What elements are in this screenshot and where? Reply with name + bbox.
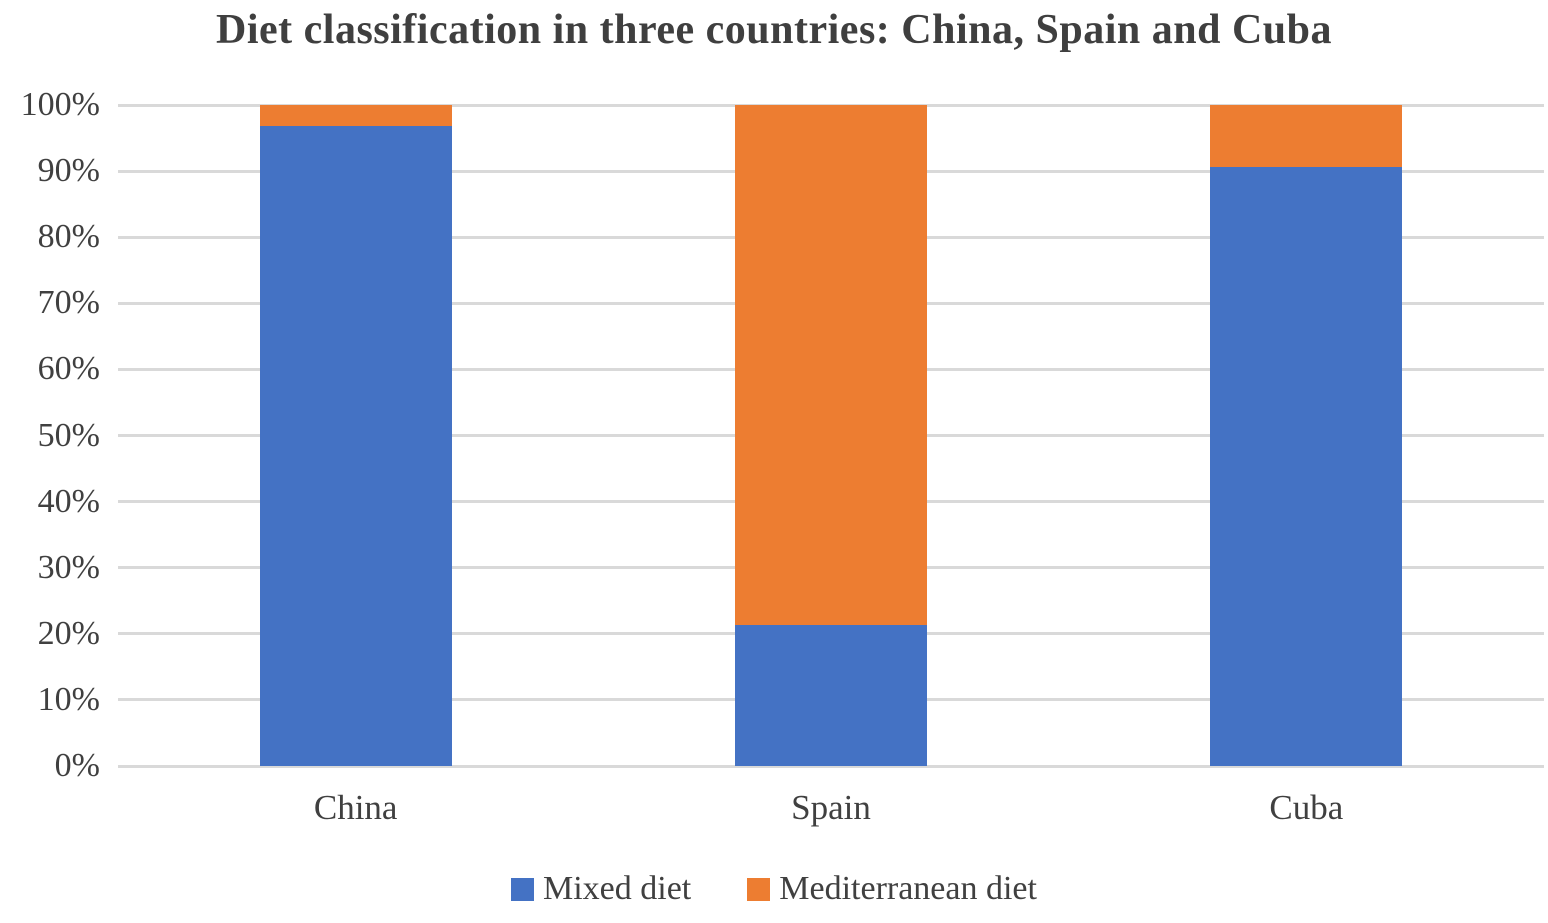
chart-title: Diet classification in three countries: … — [216, 7, 1332, 53]
x-axis: China Spain Cuba — [118, 788, 1544, 828]
gridline-100 — [118, 103, 1544, 107]
legend-label: Mixed diet — [543, 870, 692, 907]
y-axis: 0% 10% 20% 30% 40% 50% 60% 70% 80% 90% 100% — [0, 88, 100, 783]
bar-segment-china-mediterranean-diet — [259, 105, 452, 127]
x-tick-label-cuba: Cuba — [1269, 788, 1344, 827]
bars-container — [118, 105, 1544, 766]
legend-item-mixed-diet: Mixed diet — [511, 870, 691, 908]
y-tick-label-40: 40% — [37, 482, 100, 520]
x-tick-label-china: China — [313, 788, 398, 827]
bar-spain — [734, 105, 927, 766]
bar-slot-cuba — [1069, 105, 1544, 766]
bar-slot-china — [118, 105, 593, 766]
bar-cuba — [1210, 105, 1403, 766]
y-tick-label-50: 50% — [37, 416, 100, 454]
legend-swatch-icon — [511, 877, 534, 901]
y-tick-label-10: 10% — [37, 680, 100, 718]
bar-segment-spain-mediterranean-diet — [734, 105, 927, 626]
legend: Mixed diet Mediterranean diet — [0, 870, 1548, 908]
y-tick-label-100: 100% — [20, 86, 100, 123]
bar-slot-spain — [593, 105, 1068, 766]
y-tick-label-70: 70% — [37, 284, 100, 322]
legend-swatch-icon — [747, 877, 771, 901]
y-tick-label-80: 80% — [37, 218, 100, 256]
bar-segment-cuba-mediterranean-diet — [1210, 105, 1403, 168]
x-tick-label-spain: Spain — [791, 788, 871, 827]
bar-segment-spain-mixed-diet — [734, 625, 927, 766]
legend-item-mediterranean-diet: Mediterranean diet — [747, 870, 1037, 908]
y-tick-label-90: 90% — [37, 152, 100, 190]
y-tick-label-0: 0% — [54, 747, 100, 784]
y-tick-label-30: 30% — [37, 548, 100, 586]
bar-segment-china-mixed-diet — [259, 126, 452, 766]
y-tick-label-20: 20% — [37, 614, 100, 652]
bar-china — [259, 105, 452, 766]
plot-area — [118, 103, 1544, 768]
legend-label: Mediterranean diet — [779, 870, 1037, 907]
bar-segment-cuba-mixed-diet — [1210, 167, 1403, 766]
y-tick-label-60: 60% — [37, 350, 100, 388]
gridline-0 — [118, 764, 1544, 768]
